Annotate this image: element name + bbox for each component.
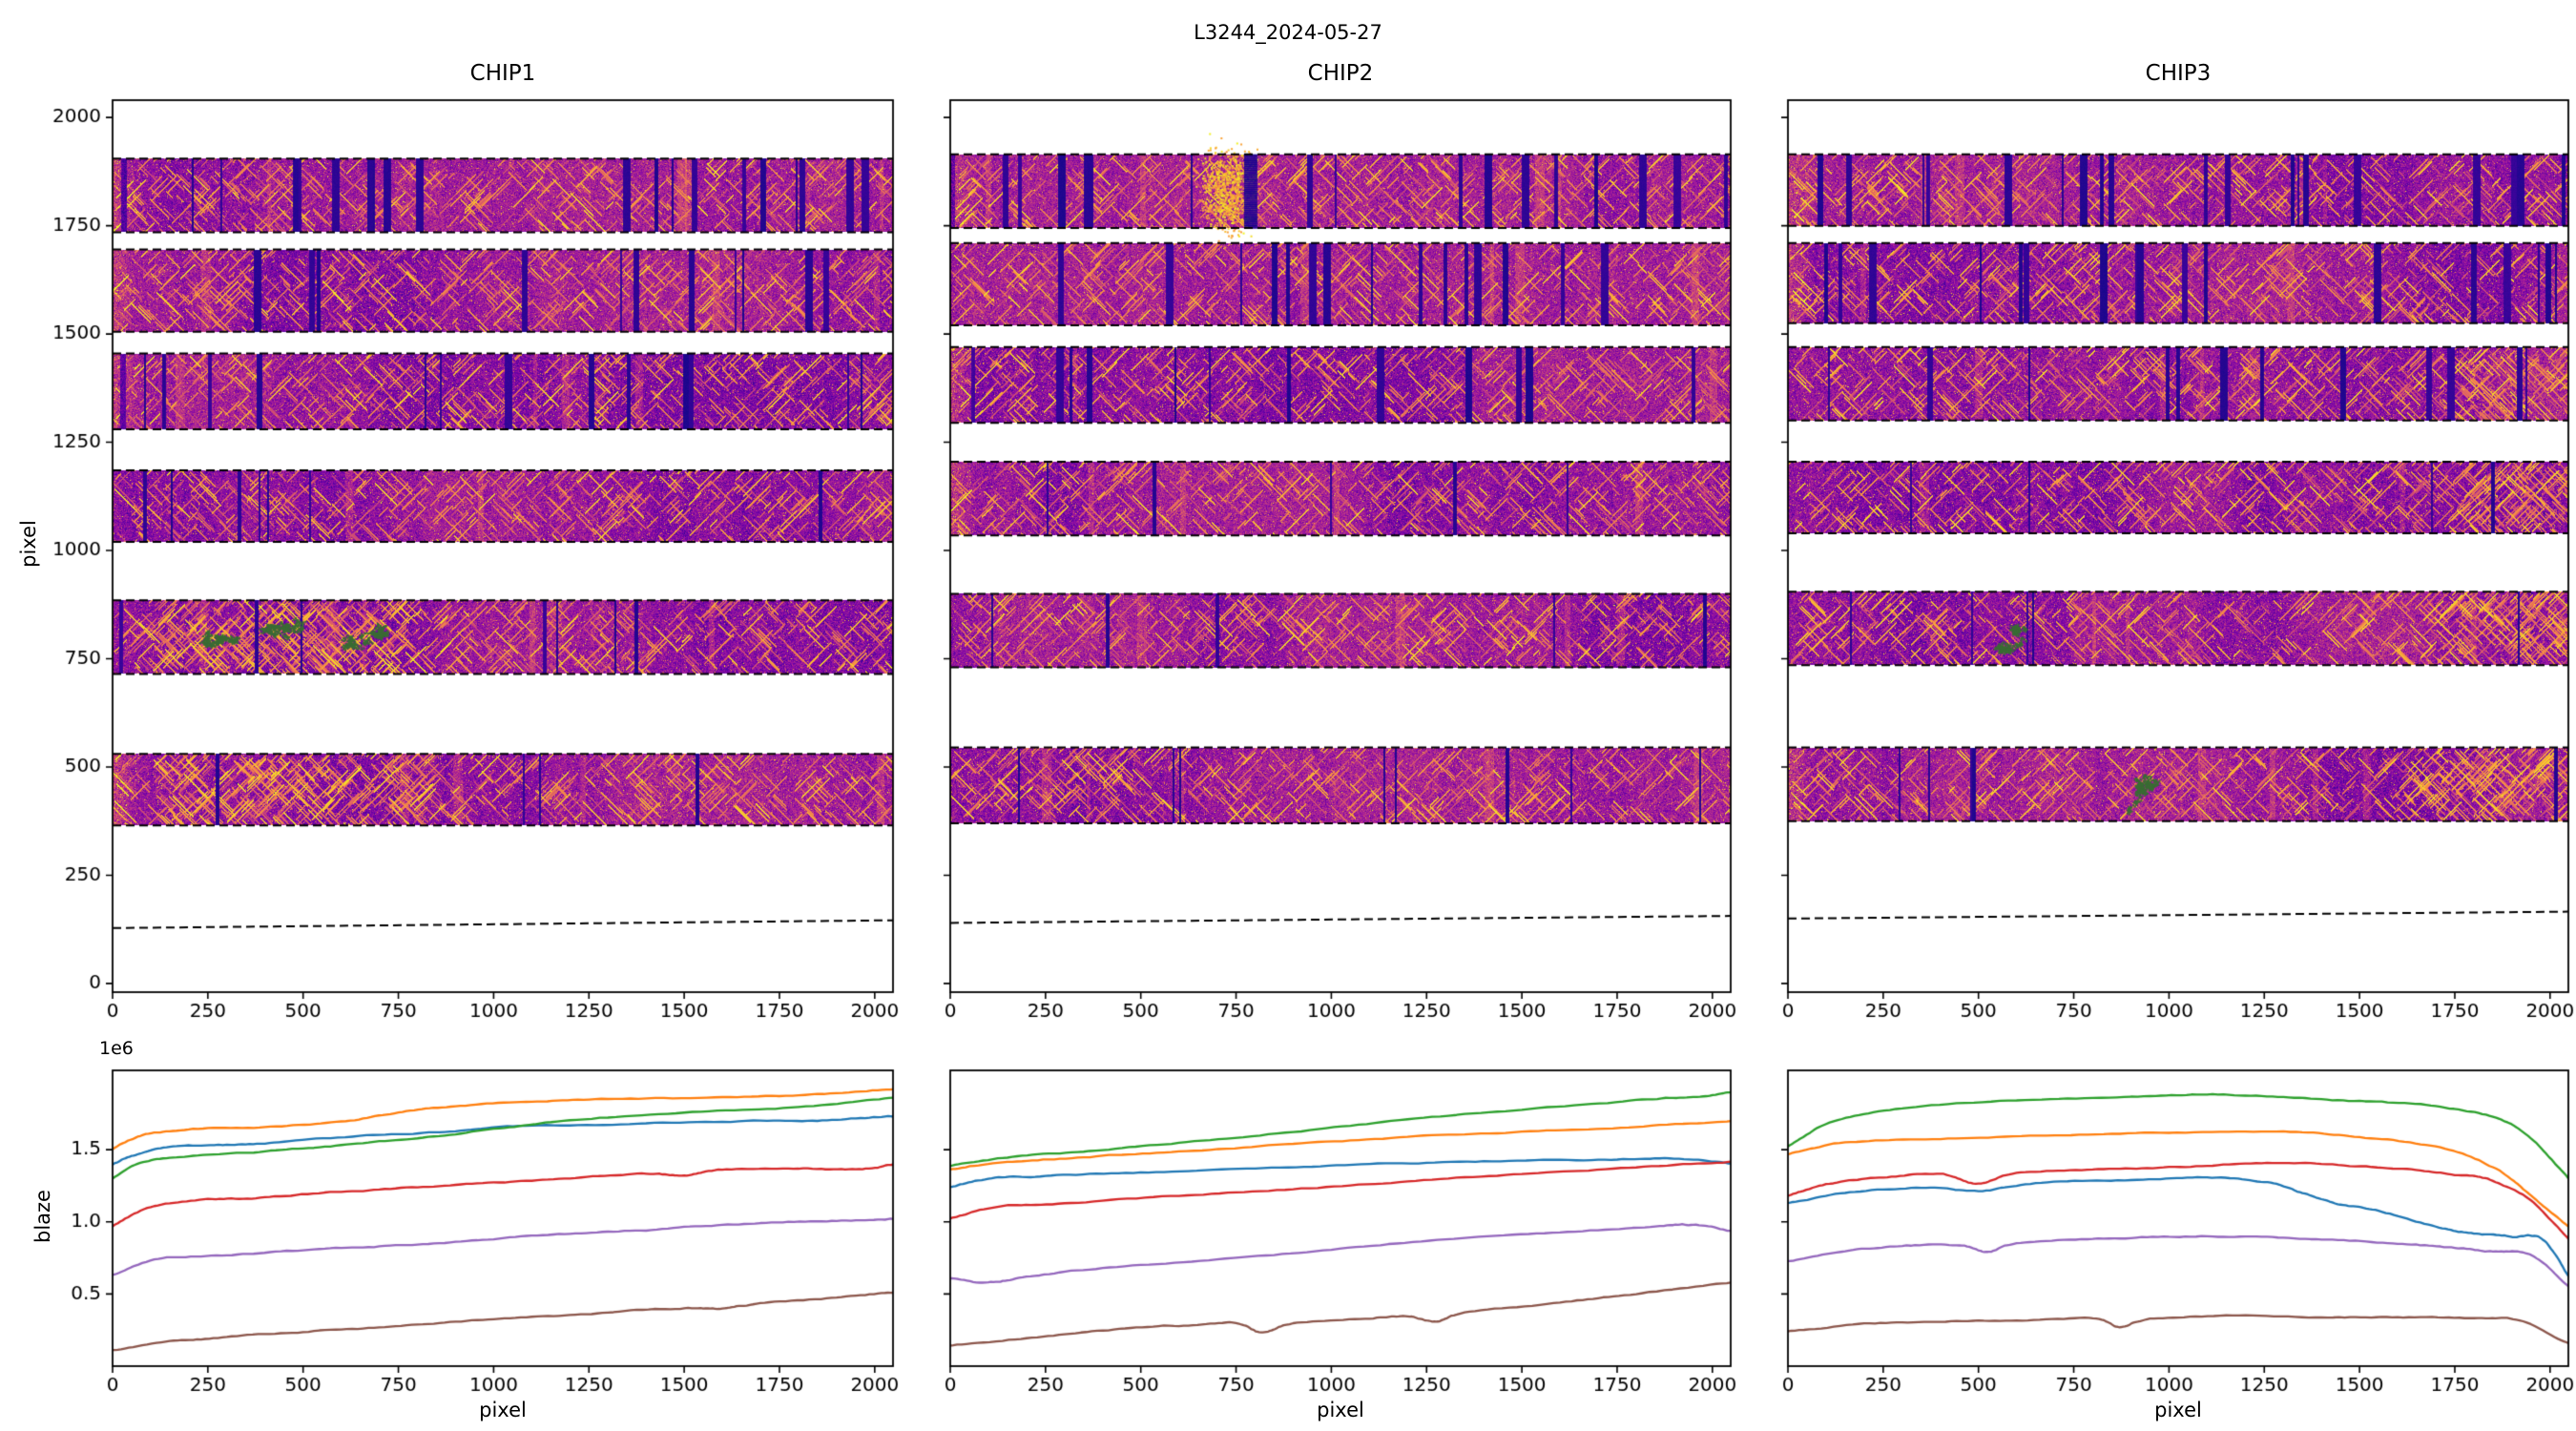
x-axis-label-chip2: pixel <box>1317 1399 1364 1421</box>
panel-title-chip1: CHIP1 <box>469 61 536 86</box>
y-offset-text: 1e6 <box>99 1038 134 1059</box>
panel-title-chip3: CHIP3 <box>2145 61 2212 86</box>
y-axis-label-blaze: blaze <box>31 1190 54 1243</box>
figure-title: L3244_2024-05-27 <box>1194 21 1382 44</box>
x-axis-label-chip1: pixel <box>479 1399 527 1421</box>
panel-title-chip2: CHIP2 <box>1307 61 1374 86</box>
x-axis-label-chip3: pixel <box>2154 1399 2202 1421</box>
y-axis-label-pixel: pixel <box>17 520 40 568</box>
